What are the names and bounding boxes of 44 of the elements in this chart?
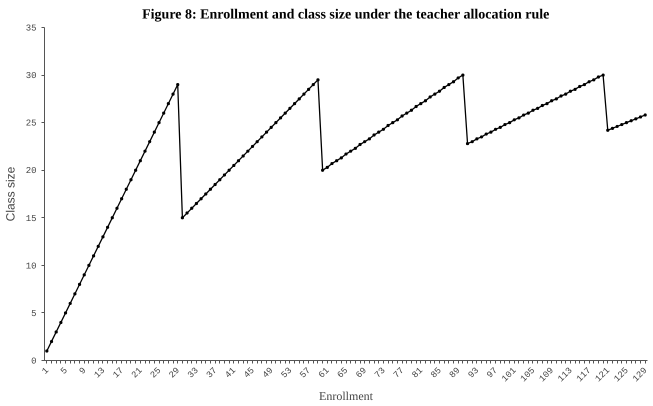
y-tick-label: 10 [26,261,37,272]
x-tick-label: 121 [593,366,612,384]
x-tick-label: 73 [372,366,388,380]
x-tick-label: 89 [448,366,462,380]
x-tick-label: 69 [354,366,369,380]
x-tick-label: 129 [630,366,650,384]
x-tick-label: 1 [40,366,52,377]
x-tick-label: 81 [410,366,426,380]
x-tick-label: 13 [92,366,108,380]
x-tick-label: 85 [429,366,444,380]
x-tick-label: 45 [242,366,257,380]
x-tick-label: 105 [518,366,538,384]
x-tick-label: 117 [574,366,594,384]
x-tick-label: 101 [500,366,519,384]
y-tick-label: 5 [31,308,37,319]
x-tick-label: 57 [298,366,313,380]
x-tick-label: 29 [167,366,182,380]
x-tick-label: 53 [279,366,294,380]
x-tick-label: 9 [78,366,88,377]
x-tick-label: 97 [485,366,500,380]
y-tick-label: 0 [31,356,37,366]
x-tick-label: 125 [612,366,631,384]
chart-title: Figure 8: Enrollment and class size under the teacher allocation rule [142,8,550,22]
y-tick-label: 35 [26,24,37,34]
x-tick-label: 113 [556,366,575,384]
x-tick-label: 109 [537,366,556,384]
y-tick-label: 30 [26,71,37,82]
y-tick-label: 25 [26,118,37,129]
x-tick-label: 93 [466,366,482,380]
y-tick-label: 15 [26,214,37,224]
x-tick-label: 17 [111,366,126,380]
x-tick-label: 5 [58,366,70,377]
x-axis-title: Enrollment [319,389,374,404]
x-tick-label: 25 [148,366,164,380]
x-tick-label: 41 [223,366,238,380]
x-tick-label: 49 [260,366,276,380]
x-tick-label: 37 [204,366,220,380]
y-tick-label: 20 [26,166,37,176]
x-tick-label: 65 [336,366,350,380]
x-tick-label: 33 [186,366,201,380]
x-tick-label: 21 [130,366,145,380]
x-tick-label: 77 [392,366,406,380]
x-tick-label: 61 [316,366,332,380]
y-axis-title: Class size [4,166,18,222]
